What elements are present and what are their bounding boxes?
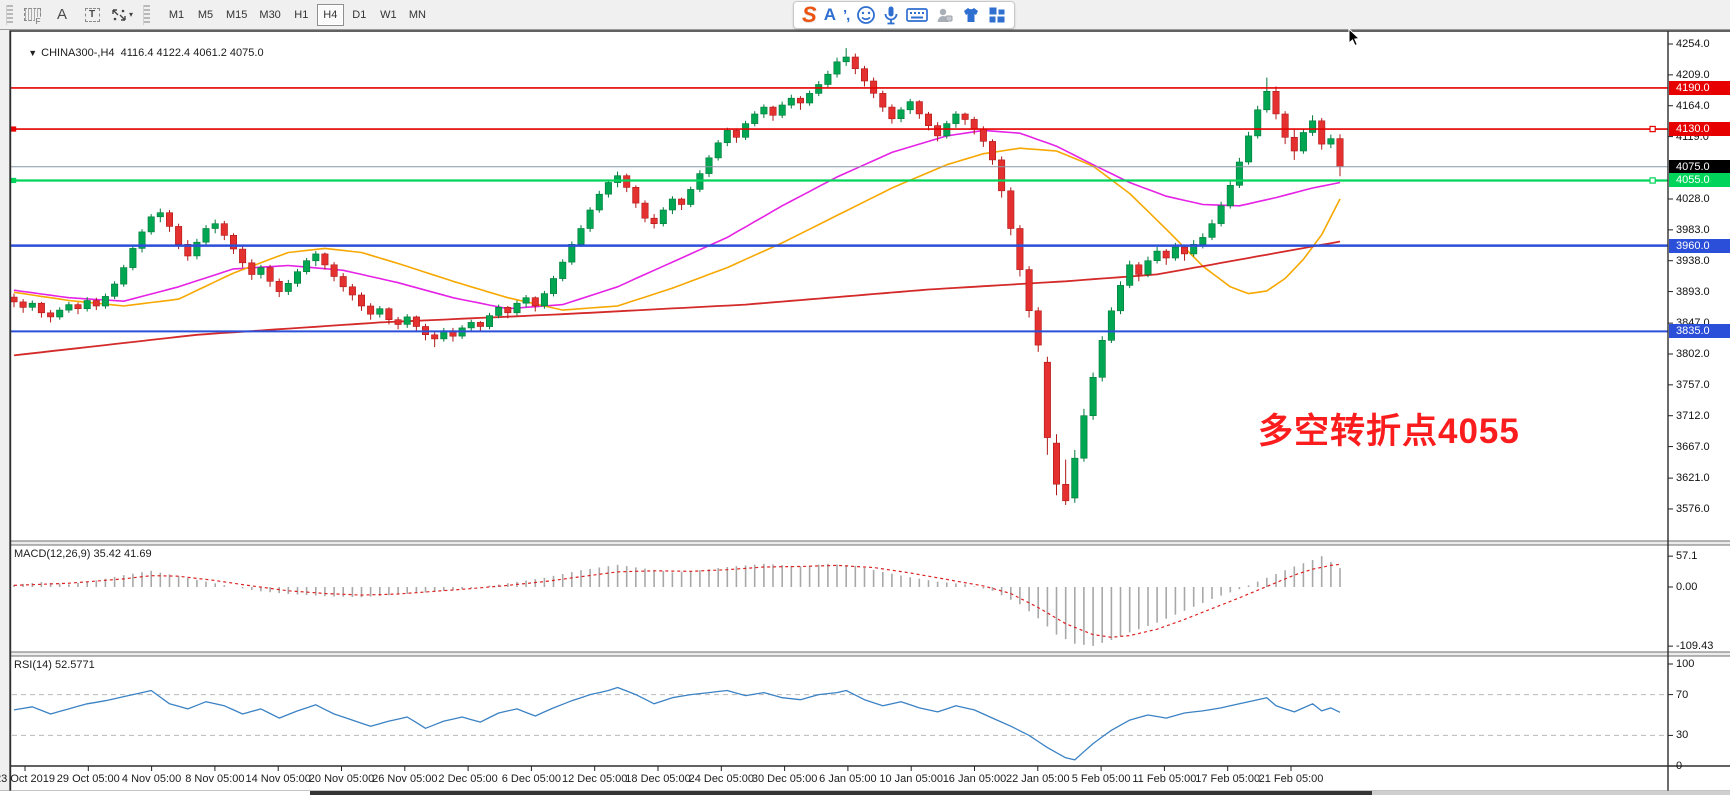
time-axis-label[interactable]: 21 Feb 05:00 bbox=[1258, 773, 1324, 785]
price-axis-tick[interactable]: 3621.0 bbox=[1676, 472, 1710, 485]
time-axis-label[interactable]: 17 Feb 05:00 bbox=[1195, 773, 1261, 785]
time-axis-label[interactable]: 29 Oct 05:00 bbox=[56, 773, 120, 785]
price-axis-tick[interactable]: 3712.0 bbox=[1676, 409, 1710, 422]
window-left-gutter bbox=[0, 30, 10, 791]
time-axis-label[interactable]: 4 Nov 05:00 bbox=[121, 773, 182, 785]
price-axis-tick[interactable]: 3893.0 bbox=[1676, 285, 1710, 298]
time-axis-label[interactable]: 2 Dec 05:00 bbox=[438, 773, 498, 785]
skin-icon[interactable] bbox=[961, 6, 981, 24]
time-axis-label[interactable]: 16 Jan 05:00 bbox=[942, 773, 1007, 785]
rsi-axis-tick[interactable]: 0 bbox=[1676, 760, 1683, 772]
macd-axis-tick[interactable]: 0.00 bbox=[1676, 581, 1698, 593]
time-axis-label[interactable]: 20 Nov 05:00 bbox=[308, 773, 375, 785]
price-axis-tick[interactable]: 4209.0 bbox=[1676, 68, 1710, 81]
price-level-tag: 3835.0 bbox=[1669, 324, 1730, 339]
price-level-tag: 3960.0 bbox=[1669, 238, 1730, 253]
account-icon[interactable] bbox=[935, 6, 954, 25]
price-level-tag: 4075.0 bbox=[1669, 159, 1730, 174]
timeframe-button-h4[interactable]: H4 bbox=[316, 3, 344, 26]
toolbox-icon[interactable] bbox=[988, 6, 1006, 24]
toolbar-grip-2[interactable] bbox=[143, 4, 150, 25]
chart-annotation-text: 多空转折点4055 bbox=[1258, 412, 1520, 451]
sogou-ime-toolbar: S A ’, bbox=[793, 1, 1016, 29]
time-axis-label[interactable]: 8 Nov 05:00 bbox=[185, 773, 245, 785]
emoji-icon[interactable] bbox=[856, 5, 876, 25]
price-axis-tick[interactable]: 4254.0 bbox=[1676, 38, 1710, 50]
time-axis-label[interactable]: 14 Nov 05:00 bbox=[245, 773, 311, 785]
time-axis-label[interactable]: 22 Jan 05:00 bbox=[1005, 773, 1070, 785]
timeframe-button-w1[interactable]: W1 bbox=[380, 8, 397, 21]
rsi-axis-tick[interactable]: 30 bbox=[1676, 729, 1689, 742]
time-axis-label[interactable]: 30 Dec 05:00 bbox=[751, 773, 818, 785]
chart-dropdown-icon[interactable]: ▼ bbox=[28, 48, 38, 58]
arrow-tools-icon[interactable]: ▾ bbox=[108, 3, 136, 27]
language-toggle[interactable]: A bbox=[823, 5, 836, 24]
timeframe-button-m30[interactable]: M30 bbox=[259, 8, 281, 21]
sogou-logo[interactable]: S bbox=[802, 2, 817, 27]
chevron-down-icon: ▾ bbox=[128, 10, 133, 19]
macd-indicator-label: MACD(12,26,9) 35.42 41.69 bbox=[14, 548, 152, 560]
time-axis-label[interactable]: 6 Dec 05:00 bbox=[501, 773, 562, 785]
microphone-icon[interactable] bbox=[883, 5, 899, 25]
macd-axis-tick[interactable]: -109.43 bbox=[1676, 640, 1714, 653]
price-axis-tick[interactable]: 4164.0 bbox=[1676, 99, 1710, 112]
taskbar-edge bbox=[0, 791, 1730, 795]
chart-title: ▼ CHINA300-,H4 4116.4 4122.4 4061.2 4075.… bbox=[16, 35, 264, 71]
text-label-icon[interactable]: A bbox=[56, 6, 67, 23]
text-box-icon[interactable]: T bbox=[78, 3, 106, 27]
rsi-indicator-label: RSI(14) 52.5771 bbox=[14, 659, 95, 671]
price-axis-tick[interactable]: 3576.0 bbox=[1676, 502, 1710, 515]
chart-ohlc-values: 4116.4 4122.4 4061.2 4075.0 bbox=[120, 47, 264, 59]
price-level-tag: 4130.0 bbox=[1669, 122, 1730, 137]
time-axis-label[interactable]: 26 Nov 05:00 bbox=[372, 773, 438, 785]
price-axis-tick[interactable]: 4028.0 bbox=[1676, 192, 1710, 205]
timeframe-buttons: M1 M5 M15 M30 H1 H4 D1 W1 MN bbox=[162, 3, 432, 26]
price-level-tag: 4190.0 bbox=[1669, 80, 1730, 95]
timeframe-button-d1[interactable]: D1 bbox=[352, 8, 367, 21]
price-axis-tick[interactable]: 3757.0 bbox=[1676, 378, 1710, 391]
rsi-axis-tick[interactable]: 100 bbox=[1676, 658, 1695, 670]
time-axis-label[interactable]: 23 Oct 2019 bbox=[0, 773, 55, 785]
price-axis-tick[interactable]: 3983.0 bbox=[1676, 223, 1710, 236]
time-axis-label[interactable]: 24 Dec 05:00 bbox=[688, 773, 755, 785]
punctuation-toggle[interactable]: ’, bbox=[842, 6, 850, 24]
price-axis-tick[interactable]: 3802.0 bbox=[1676, 347, 1710, 360]
timeframe-button-h1[interactable]: H1 bbox=[294, 8, 309, 21]
price-axis-tick[interactable]: 3938.0 bbox=[1676, 254, 1710, 267]
price-axis-tick[interactable]: 3667.0 bbox=[1676, 440, 1710, 453]
toolbar-grip[interactable] bbox=[6, 4, 13, 25]
timeframe-button-m15[interactable]: M15 bbox=[226, 8, 248, 21]
time-axis-label[interactable]: 12 Dec 05:00 bbox=[561, 773, 628, 785]
macd-axis-tick[interactable]: 57.1 bbox=[1676, 550, 1698, 563]
chart-symbol-period: CHINA300-,H4 bbox=[41, 47, 115, 59]
price-level-tag: 4055.0 bbox=[1669, 173, 1730, 188]
time-axis-label[interactable]: 18 Dec 05:00 bbox=[625, 773, 691, 785]
timeframe-button-m1[interactable]: M1 bbox=[168, 8, 185, 21]
timeframe-button-m5[interactable]: M5 bbox=[197, 8, 214, 21]
time-axis-label[interactable]: 11 Feb 05:00 bbox=[1132, 773, 1197, 785]
time-axis-label[interactable]: 6 Jan 05:00 bbox=[819, 773, 877, 785]
soft-keyboard-icon[interactable] bbox=[906, 7, 929, 23]
time-axis-label[interactable]: 10 Jan 05:00 bbox=[879, 773, 943, 785]
mouse-cursor bbox=[1348, 27, 1361, 52]
time-axis-label[interactable]: 5 Feb 05:00 bbox=[1071, 773, 1131, 785]
rsi-axis-tick[interactable]: 70 bbox=[1676, 688, 1689, 701]
timeframe-button-mn[interactable]: MN bbox=[408, 8, 426, 21]
fibonacci-grid-icon[interactable]: F bbox=[18, 3, 46, 27]
